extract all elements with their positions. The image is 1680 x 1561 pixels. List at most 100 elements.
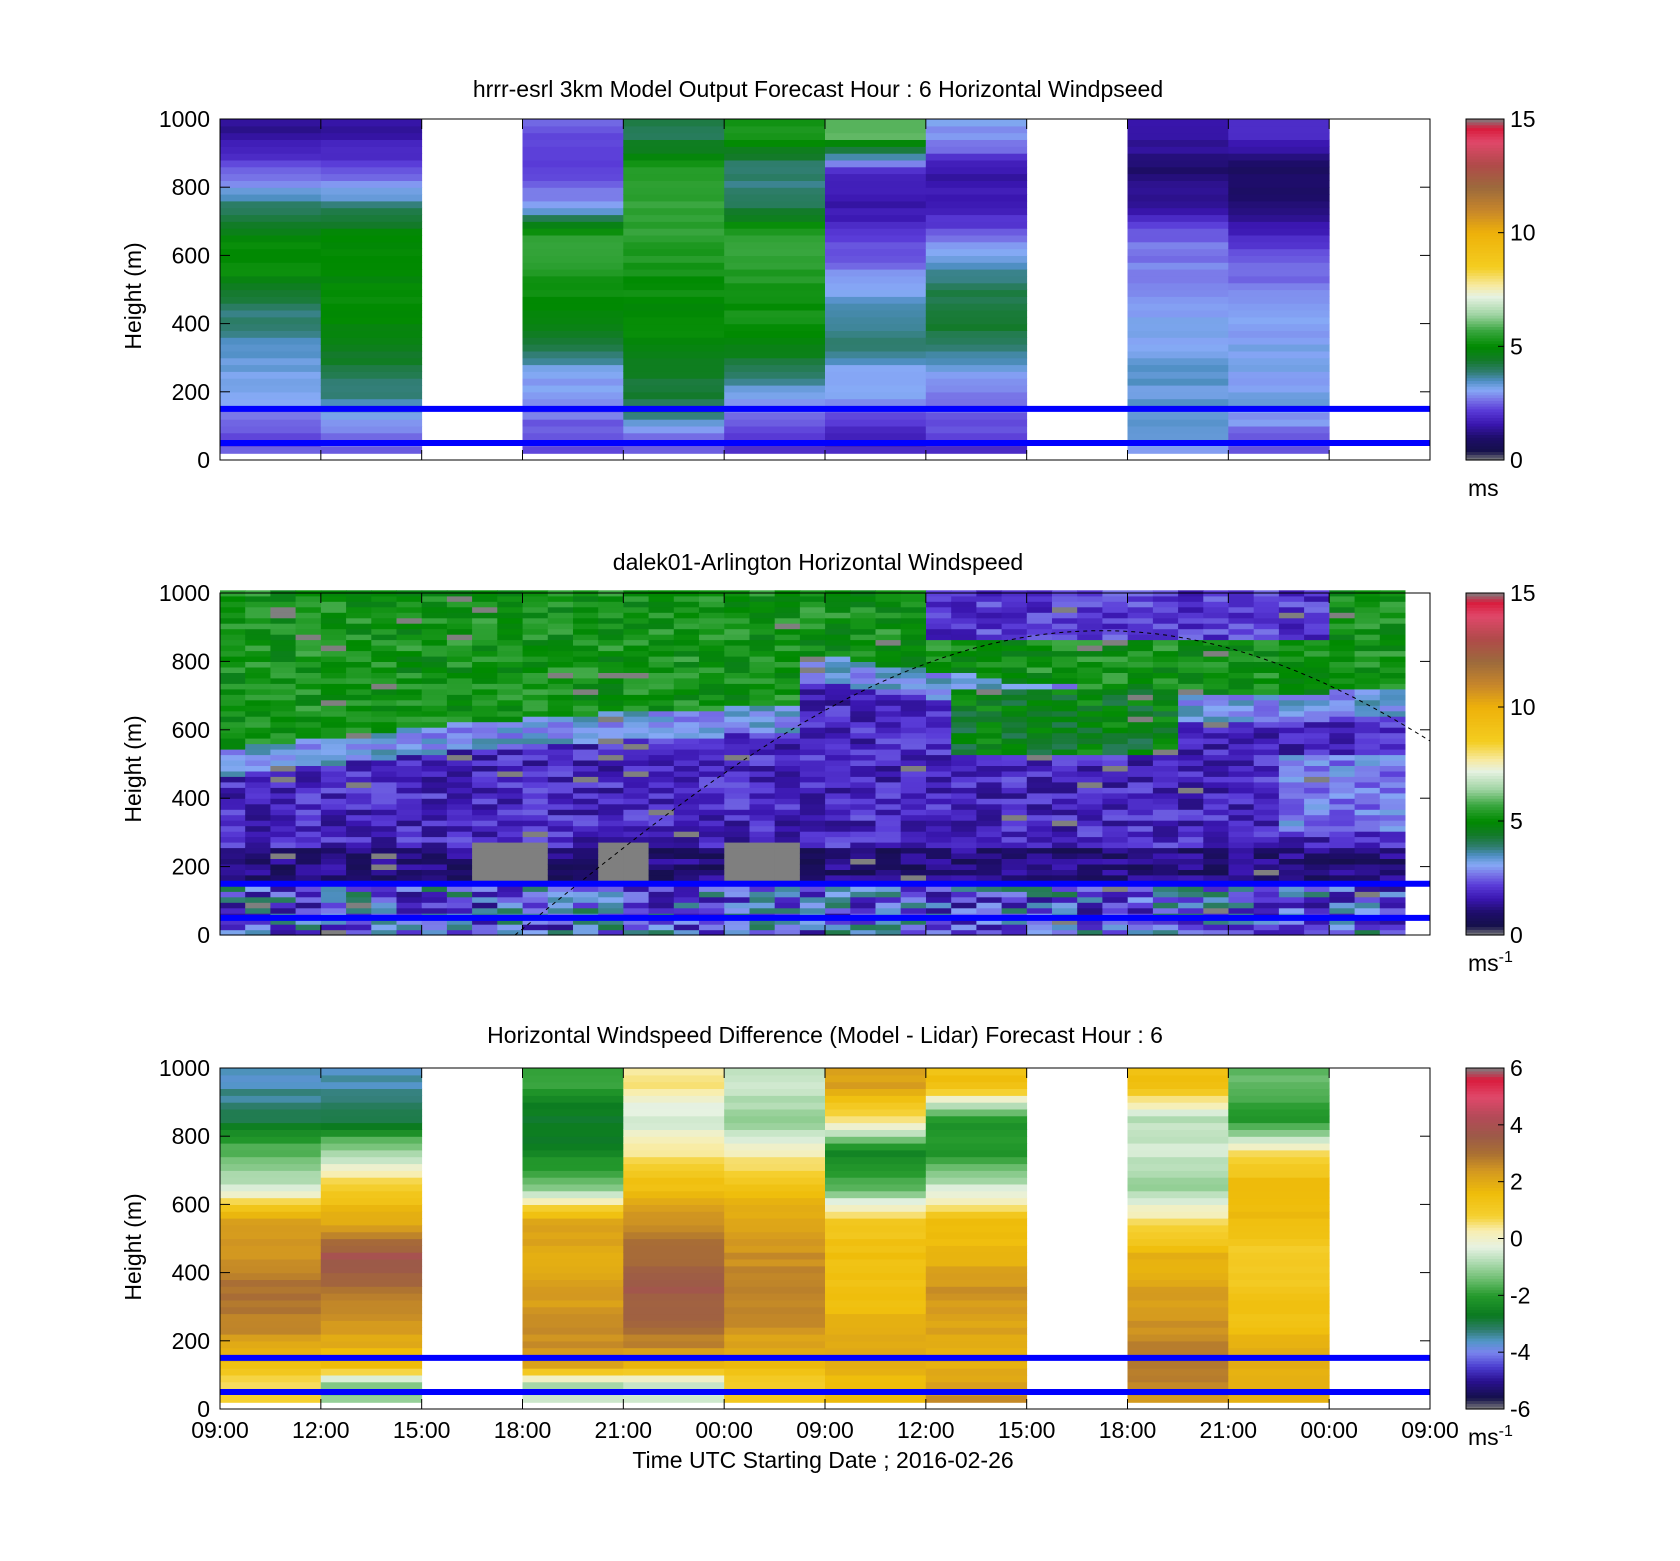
heat-cell: [245, 606, 271, 613]
heat-cell: [396, 655, 423, 662]
colorbar-cell: [1466, 1127, 1504, 1132]
heat-cell: [1253, 595, 1280, 602]
heat-cell: [850, 858, 876, 865]
heat-cell: [749, 721, 776, 728]
heat-cell: [1127, 677, 1154, 684]
heat-cell: [573, 606, 599, 613]
heat-cell: [774, 885, 801, 892]
heat-cell: [1354, 863, 1381, 870]
heat-cell: [245, 929, 271, 936]
heat-cell: [724, 825, 750, 832]
colorbar-cell: [1466, 121, 1504, 126]
colorbar-cell: [1466, 255, 1504, 259]
heat-cell: [1354, 705, 1381, 712]
heat-cell: [522, 425, 624, 434]
heat-cell: [900, 672, 927, 679]
heat-cell: [371, 732, 397, 739]
heat-cell: [623, 1081, 725, 1089]
heat-cell: [1203, 683, 1229, 690]
heat-cell: [1329, 858, 1356, 865]
heat-cell: [825, 1136, 927, 1144]
heat-cell: [825, 770, 851, 777]
heat-cell: [270, 842, 297, 849]
heat-cell: [724, 1108, 826, 1117]
heat-cell: [1102, 825, 1129, 832]
colorbar-cell: [1466, 411, 1504, 416]
heat-cell: [1052, 891, 1078, 898]
heat-cell: [1102, 781, 1129, 788]
heat-cell: [497, 814, 523, 821]
heat-cell: [1228, 310, 1330, 318]
heat-cell: [320, 1115, 423, 1124]
heat-cell: [951, 623, 977, 630]
heat-cell: [522, 770, 549, 777]
heat-cell: [976, 863, 1003, 870]
heat-cell: [1304, 645, 1330, 652]
colorbar-cell: [1466, 1315, 1504, 1319]
heat-cell: [320, 1211, 423, 1219]
heat-cell: [976, 902, 1003, 909]
heat-cell: [673, 716, 700, 723]
heat-cell: [724, 187, 826, 195]
heat-cell: [1278, 787, 1305, 794]
heat-cell: [976, 798, 1003, 805]
heat-cell: [1152, 820, 1179, 827]
heat-cell: [925, 1374, 1028, 1383]
heat-cell: [976, 623, 1003, 630]
heat-cell: [245, 770, 271, 777]
heat-cell: [623, 364, 725, 372]
heat-cell: [1329, 628, 1356, 635]
heat-cell: [1228, 139, 1330, 147]
heat-cell: [497, 661, 523, 668]
heat-cell: [850, 738, 876, 745]
heat-cell: [220, 282, 322, 291]
heat-cell: [1152, 650, 1179, 657]
heat-cell: [295, 727, 322, 734]
heat-cell: [1052, 781, 1078, 788]
heat-cell: [825, 1306, 927, 1315]
heat-cell: [951, 863, 977, 870]
colorbar-cell: [1466, 1184, 1504, 1188]
heat-cell: [1001, 645, 1028, 652]
heat-cell: [573, 765, 599, 772]
heat-cell: [673, 727, 700, 734]
colorbar-cell: [1466, 320, 1504, 325]
heat-cell: [522, 842, 549, 849]
heat-cell: [1152, 891, 1179, 898]
heat-cell: [320, 262, 423, 270]
heat-cell: [1127, 289, 1229, 297]
heat-cell: [573, 699, 599, 706]
heat-cell: [926, 699, 952, 706]
heat-cell: [724, 125, 826, 134]
heat-cell: [346, 743, 372, 750]
colorbar-cell: [1466, 323, 1504, 328]
colorbar-cell: [1466, 406, 1504, 410]
heat-cell: [1253, 683, 1280, 690]
heat-cell: [1127, 425, 1229, 434]
colorbar-cell: [1466, 391, 1504, 396]
colorbar-cell: [1466, 1309, 1504, 1313]
heat-cell: [925, 1143, 1028, 1151]
heat-cell: [1228, 194, 1330, 202]
heat-cell: [320, 765, 347, 772]
heat-cell: [925, 1306, 1028, 1315]
heat-cell: [396, 924, 423, 931]
heat-cell: [320, 330, 423, 338]
colorbar-cell: [1466, 366, 1504, 370]
heat-cell: [1203, 765, 1229, 772]
heat-cell: [825, 1095, 927, 1103]
heat-cell: [1203, 847, 1229, 854]
heat-cell: [245, 787, 271, 794]
heat-cell: [900, 781, 927, 788]
heat-cell: [547, 721, 574, 728]
heat-cell: [925, 330, 1028, 338]
heat-cell: [1228, 623, 1255, 630]
heat-cell: [446, 836, 473, 843]
heat-cell: [1228, 166, 1330, 175]
heat-cell: [446, 677, 473, 684]
heat-cell: [220, 710, 246, 717]
heat-cell: [245, 666, 271, 673]
heat-cell: [623, 432, 725, 441]
heat-cell: [1228, 1340, 1330, 1349]
heat-cell: [396, 710, 423, 717]
